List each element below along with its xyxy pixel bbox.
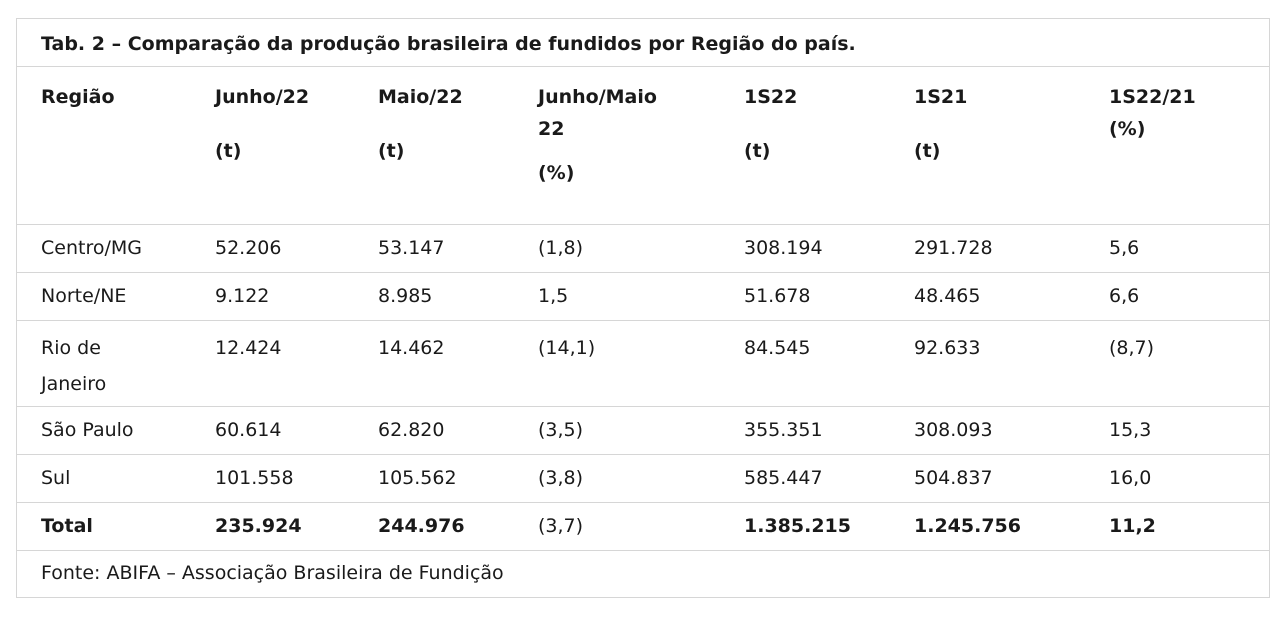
cell-var-s: 15,3 [1109,419,1152,441]
cell-junho22: 12.424 [215,337,282,359]
cell-var: (3,7) [538,515,584,537]
cell-1s22: 585.447 [744,467,823,489]
table-row: Centro/MG 52.206 53.147 (1,8) 308.194 29… [17,224,1269,273]
cell-var: (3,5) [538,419,584,441]
cell-1s21: 308.093 [914,419,993,441]
cell-maio22: 244.976 [378,515,465,537]
cell-1s22: 1.385.215 [744,515,851,537]
cell-maio22: 62.820 [378,419,445,441]
header-junho22: Junho/22 (t) [215,86,310,162]
cell-regiao: Norte/NE [41,285,127,307]
cell-1s21: 504.837 [914,467,993,489]
cell-regiao: São Paulo [41,419,134,441]
cell-junho22: 52.206 [215,237,282,259]
header-1s22: 1S22 (t) [744,86,798,162]
table-source: Fonte: ABIFA – Associação Brasileira de … [41,562,504,584]
cell-maio22: 105.562 [378,467,457,489]
cell-var: (1,8) [538,237,584,259]
cell-1s22: 355.351 [744,419,823,441]
table-row: Norte/NE 9.122 8.985 1,5 51.678 48.465 6… [17,272,1269,321]
table-row: Rio de Janeiro 12.424 14.462 (14,1) 84.5… [17,320,1269,407]
table-frame: Tab. 2 – Comparação da produção brasilei… [16,18,1270,598]
cell-maio22: 53.147 [378,237,445,259]
header-1s21: 1S21 (t) [914,86,968,162]
cell-var: (14,1) [538,337,596,359]
cell-maio22: 14.462 [378,337,445,359]
table-row: Sul 101.558 105.562 (3,8) 585.447 504.83… [17,454,1269,503]
cell-var-s: 16,0 [1109,467,1152,489]
header-1s22-21: 1S22/21 (%) [1109,86,1196,140]
cell-junho22: 60.614 [215,419,282,441]
cell-var-s: (8,7) [1109,337,1155,359]
cell-regiao: Centro/MG [41,237,142,259]
table-row: São Paulo 60.614 62.820 (3,5) 355.351 30… [17,406,1269,455]
cell-1s21: 92.633 [914,337,981,359]
cell-1s21: 48.465 [914,285,981,307]
cell-var-s: 6,6 [1109,285,1140,307]
header-junho-maio: Junho/Maio 22 (%) [538,86,657,184]
header-maio22: Maio/22 (t) [378,86,463,162]
cell-1s22: 51.678 [744,285,811,307]
cell-var-s: 11,2 [1109,515,1156,537]
cell-var: (3,8) [538,467,584,489]
cell-junho22: 101.558 [215,467,294,489]
table-header: Região Junho/22 (t) Maio/22 (t) Junho/Ma… [17,67,1269,225]
cell-1s21: 291.728 [914,237,993,259]
cell-1s21: 1.245.756 [914,515,1021,537]
cell-regiao: Sul [41,467,71,489]
cell-1s22: 84.545 [744,337,811,359]
cell-junho22: 9.122 [215,285,270,307]
cell-regiao: Rio de Janeiro [41,337,107,395]
cell-maio22: 8.985 [378,285,433,307]
header-regiao: Região [41,86,115,108]
cell-var: 1,5 [538,285,569,307]
table-row-total: Total 235.924 244.976 (3,7) 1.385.215 1.… [17,502,1269,551]
cell-var-s: 5,6 [1109,237,1140,259]
cell-junho22: 235.924 [215,515,302,537]
cell-1s22: 308.194 [744,237,823,259]
cell-regiao: Total [41,515,93,537]
table-title: Tab. 2 – Comparação da produção brasilei… [17,19,1269,67]
